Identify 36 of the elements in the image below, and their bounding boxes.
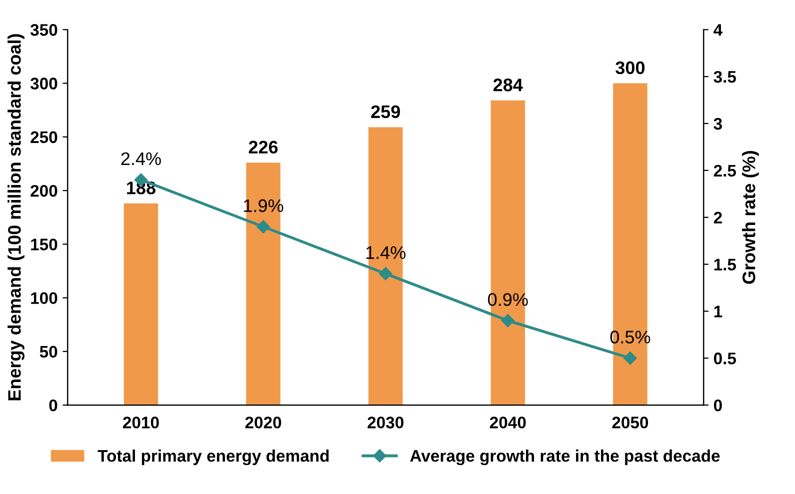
y2-axis-title: Growth rate (%) (742, 151, 759, 284)
y2-tick-label: 2 (714, 212, 722, 224)
y2-tick-label: 2.5 (714, 164, 736, 177)
point (256, 220, 270, 234)
data-label: 226 (248, 140, 278, 154)
legend-label: Average growth rate in the past decade (410, 450, 720, 466)
y2-tick-label: 1.5 (714, 258, 736, 270)
y2-tick-label: 0.5 (714, 352, 736, 364)
x-tick-label: 2030 (368, 416, 404, 428)
y-tick-label: 350 (30, 24, 58, 36)
x-tick-label: 2040 (490, 416, 526, 428)
y-tick-label: 200 (30, 184, 58, 197)
y2-tick-label: 3 (714, 118, 722, 130)
y-tick-label: 100 (31, 292, 58, 304)
x-tick-label: 2050 (612, 416, 648, 428)
y-tick-label: 50 (40, 346, 58, 358)
y2-tick-label: 4 (714, 24, 722, 36)
data-label: 259 (371, 105, 400, 118)
point (501, 314, 514, 328)
y-tick-label: 250 (30, 131, 58, 144)
y2-tick-label: 0 (714, 399, 722, 412)
y-tick-label: 300 (30, 78, 58, 90)
bar (124, 203, 158, 406)
x-tick-label: 2020 (245, 416, 282, 428)
y-axis-title: Energy demand (100 million standard coal) (8, 34, 24, 400)
data-label: 300 (616, 61, 645, 74)
legend-label: Total primary energy demand (98, 450, 329, 466)
point (378, 267, 392, 280)
y2-tick-label: 1 (714, 306, 722, 318)
y-tick-label: 150 (31, 238, 58, 250)
y-tick-label: 0 (49, 399, 58, 412)
data-label: 284 (493, 78, 523, 92)
y2-tick-label: 3.5 (714, 70, 736, 83)
x-tick-label: 2010 (123, 416, 159, 428)
point (624, 352, 637, 365)
data-label: 2.4% (121, 152, 161, 166)
